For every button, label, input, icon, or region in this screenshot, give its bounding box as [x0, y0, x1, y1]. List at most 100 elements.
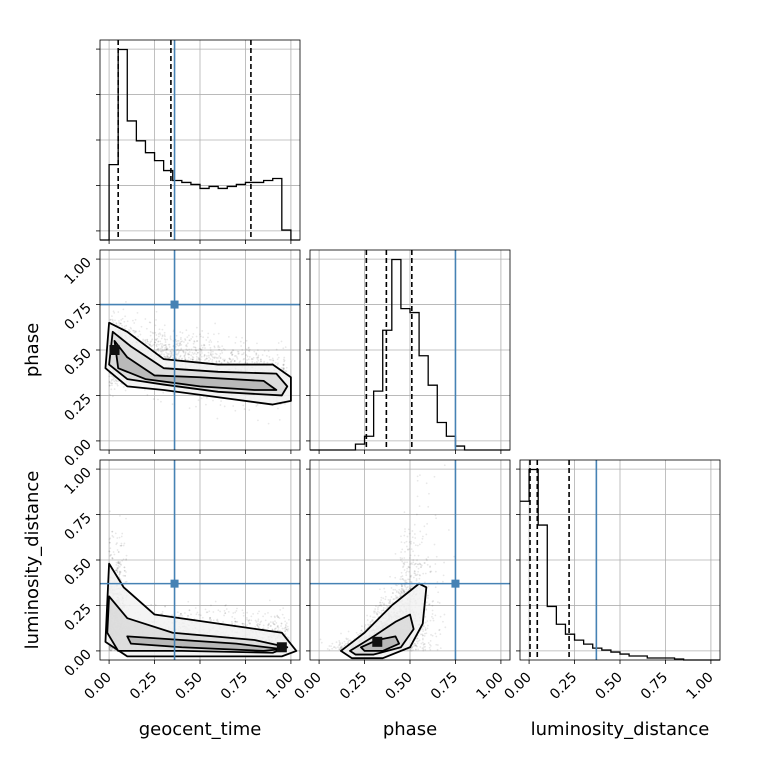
sample-point: [113, 380, 116, 383]
sample-point: [221, 345, 224, 348]
sample-point: [124, 574, 126, 577]
sample-point: [273, 615, 276, 618]
sample-point: [179, 338, 182, 341]
sample-point: [164, 605, 166, 608]
sample-point: [108, 538, 111, 541]
sample-point: [259, 360, 262, 363]
sample-point: [203, 344, 205, 347]
sample-point: [230, 351, 233, 354]
sample-point: [277, 616, 280, 619]
sample-point: [181, 350, 184, 352]
sample-point: [233, 623, 236, 626]
sample-point: [282, 369, 285, 371]
sample-point: [276, 614, 279, 617]
sample-point: [210, 341, 213, 343]
sample-point: [117, 311, 120, 313]
sample-point: [187, 334, 190, 337]
sample-point: [169, 337, 172, 339]
sample-point: [283, 616, 286, 619]
sample-point: [146, 340, 149, 343]
sample-point: [179, 342, 182, 345]
sample-point: [277, 407, 279, 410]
sample-point: [264, 612, 267, 615]
sample-point: [257, 620, 260, 622]
sample-point: [242, 353, 245, 356]
sample-point: [282, 364, 285, 366]
sample-point: [255, 621, 258, 623]
sample-point: [118, 562, 121, 565]
sample-point: [181, 332, 184, 334]
sample-point: [208, 617, 211, 619]
sample-point: [219, 404, 222, 406]
sample-point: [225, 604, 227, 606]
sample-point: [169, 335, 172, 338]
sample-point: [204, 608, 207, 611]
sample-point: [157, 398, 159, 401]
sample-point: [119, 563, 122, 566]
sample-point: [224, 612, 227, 615]
sample-point: [210, 354, 212, 356]
sample-point: [117, 566, 120, 569]
sample-point: [108, 645, 111, 648]
sample-point: [243, 357, 246, 360]
sample-point: [286, 625, 289, 628]
sample-point: [198, 358, 201, 361]
sample-point: [177, 344, 180, 347]
sample-point: [139, 333, 142, 336]
sample-point: [166, 354, 169, 357]
sample-point: [257, 356, 259, 358]
sample-point: [165, 356, 168, 358]
sample-point: [122, 574, 125, 577]
sample-point: [128, 329, 130, 331]
sample-point: [113, 432, 115, 434]
sample-point: [247, 346, 250, 349]
sample-point: [223, 359, 226, 362]
sample-point: [214, 356, 217, 359]
sample-point: [155, 345, 158, 348]
sample-point: [199, 348, 202, 351]
sample-point: [155, 310, 158, 313]
sample-point: [183, 341, 185, 343]
sample-point: [274, 627, 276, 630]
sample-point: [184, 358, 187, 361]
sample-point: [215, 360, 218, 363]
sample-point: [175, 353, 178, 355]
sample-point: [194, 348, 197, 351]
sample-point: [250, 615, 253, 618]
sample-point: [113, 649, 116, 651]
sample-point: [130, 327, 133, 330]
sample-point: [205, 357, 208, 360]
sample-point: [162, 344, 165, 347]
sample-point: [212, 611, 215, 613]
sample-point: [255, 352, 258, 355]
sample-point: [283, 360, 285, 363]
sample-point: [110, 384, 113, 387]
sample-point: [152, 398, 155, 400]
sample-point: [206, 336, 209, 339]
sample-point: [168, 357, 171, 359]
sample-point: [270, 615, 273, 618]
scatter-luminosity_distance-vs-geocent_time: 0.00 0.25 0.50 0.75 1.000.000.250.500.751.00: [61, 432, 301, 703]
sample-point: [287, 636, 290, 639]
sample-point: [248, 618, 251, 621]
sample-point: [180, 336, 182, 339]
sample-point: [211, 350, 214, 353]
sample-point: [116, 571, 119, 574]
sample-point: [116, 569, 119, 572]
sample-point: [156, 343, 158, 346]
histogram-luminosity_distance: 0.00 0.25 0.50 0.75 1.00: [502, 459, 721, 703]
sample-point: [203, 355, 206, 358]
sample-point: [161, 334, 164, 337]
sample-point: [162, 391, 165, 394]
sample-point: [207, 354, 210, 357]
sample-point: [212, 619, 215, 622]
sample-point: [227, 335, 230, 338]
sample-point: [158, 343, 160, 346]
sample-point: [175, 334, 178, 337]
sample-point: [276, 353, 279, 356]
sample-point: [190, 348, 193, 351]
sample-point: [228, 357, 231, 360]
sample-point: [277, 356, 280, 359]
sample-point: [194, 346, 196, 349]
x-tick-label: 0.00: [502, 670, 535, 703]
